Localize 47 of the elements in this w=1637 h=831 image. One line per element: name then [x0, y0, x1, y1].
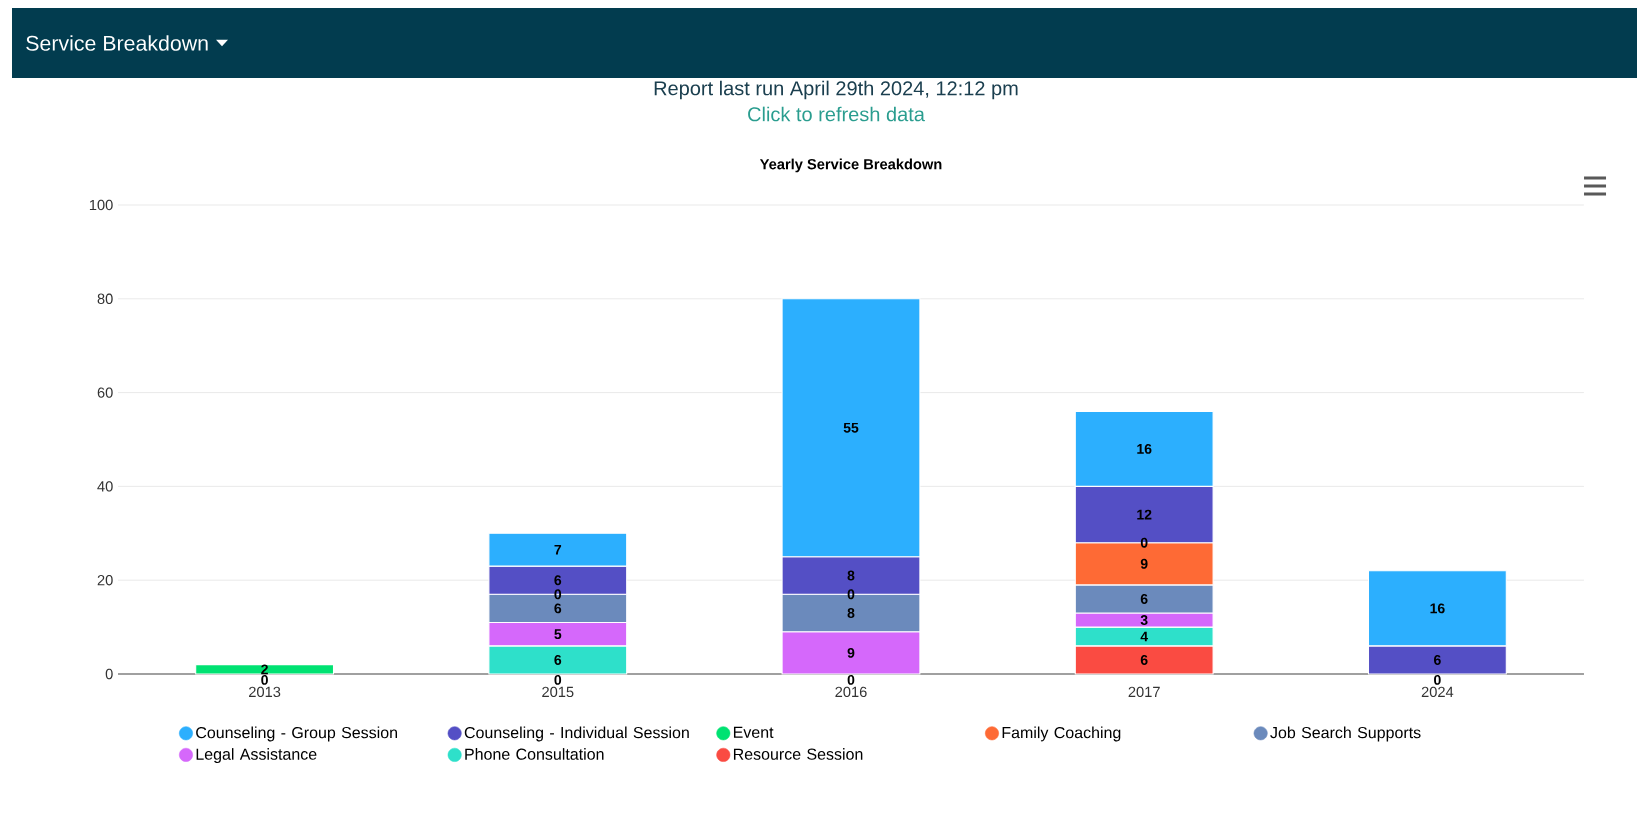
legend-label: Event	[733, 726, 774, 738]
data-label: 6	[1140, 654, 1148, 665]
data-label: 6	[554, 575, 562, 586]
data-label: 6	[1140, 594, 1148, 604]
x-tick-label: 2013	[249, 686, 281, 698]
legend-label: Job Search Supports	[1270, 726, 1421, 742]
y-tick-label: 80	[97, 293, 113, 304]
legend-label: Family Coaching	[1002, 726, 1121, 742]
legend-label: Legal Assistance	[196, 748, 317, 764]
annotation: 0	[261, 674, 268, 685]
data-label: 9	[1140, 558, 1148, 569]
legend-label: Phone Consultation	[465, 748, 604, 760]
chart-subtitle: Report last run April 29th 2024, 12:12 pm	[654, 80, 1018, 100]
x-tick-label: 2017	[1128, 686, 1160, 698]
y-tick-label: 40	[97, 481, 113, 492]
data-label: 55	[843, 422, 859, 433]
y-tick-label: 20	[97, 575, 113, 586]
y-tick-label: 0	[105, 668, 113, 680]
y-tick-label: 100	[89, 199, 113, 211]
x-tick-label: 2016	[835, 686, 867, 698]
legend-label: Resource Session	[733, 748, 863, 760]
data-label: 3	[1140, 615, 1148, 626]
x-tick-label: 2015	[542, 686, 574, 698]
data-label: 12	[1137, 509, 1152, 520]
data-label: 5	[554, 629, 562, 640]
annotation: 0	[847, 674, 855, 685]
data-label: 8	[847, 570, 855, 581]
bar	[195, 664, 335, 675]
data-label: 6	[554, 654, 562, 665]
legend-label: Counseling - Group Session	[196, 726, 397, 742]
legend-label: Counseling - Individual Session	[464, 726, 689, 742]
data-label: 6	[554, 603, 562, 614]
annotation: 0	[1434, 674, 1441, 685]
data-label: 2	[261, 664, 268, 675]
data-label: 16	[1137, 443, 1152, 454]
chart-title: Yearly Service Breakdown	[759, 158, 942, 173]
data-label: 9	[847, 647, 855, 658]
data-label: 7	[554, 544, 562, 555]
data-label: 6	[1434, 654, 1441, 665]
text: Click to refresh data	[748, 106, 925, 122]
y-tick-label: 60	[97, 387, 113, 398]
text: Service Breakdown	[26, 35, 208, 51]
data-label: 4	[1140, 631, 1148, 642]
data-label: 8	[847, 608, 855, 618]
annotation: 0	[554, 674, 562, 685]
data-label: 16	[1430, 603, 1445, 614]
x-tick-label: 2024	[1421, 686, 1454, 698]
